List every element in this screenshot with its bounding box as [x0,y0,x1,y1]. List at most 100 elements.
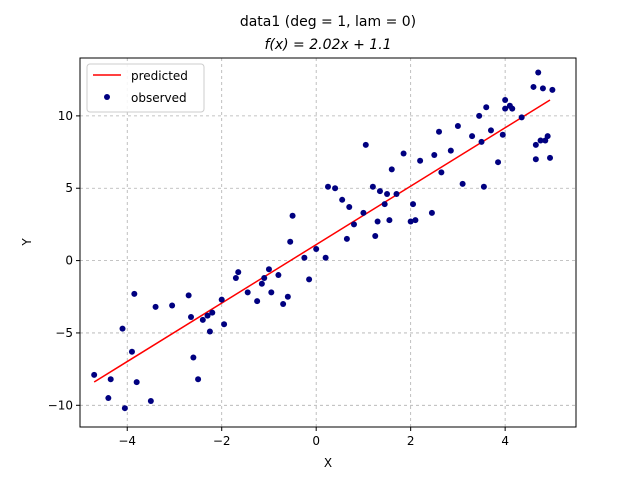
observed-point [495,159,502,166]
x-axis: −4 −2 0 2 4 [118,427,509,448]
x-tick-label: −2 [213,434,231,448]
observed-point [454,123,461,130]
observed-point [412,217,419,224]
y-tick-label: 10 [58,109,73,123]
observed-point [235,269,242,276]
observed-point [244,289,251,296]
observed-point [549,86,556,93]
observed-point [502,105,509,112]
observed-point [119,325,126,332]
y-tick-label: 5 [65,181,73,195]
legend-box [86,63,205,113]
observed-point [221,321,228,328]
observed-point [204,312,211,319]
plot-area [79,57,577,428]
observed-point [268,289,275,296]
observed-point [218,296,225,303]
x-tick-label: −4 [118,434,136,448]
observed-point [147,397,154,404]
observed-point [199,316,206,323]
observed-point [436,128,443,135]
observed-point [232,274,239,281]
observed-point [152,303,159,310]
observed-point [131,290,138,297]
observed-point [518,114,525,121]
observed-point [287,238,294,245]
observed-point [476,112,483,119]
observed-point [261,274,268,281]
observed-point [544,133,551,140]
observed-point [105,395,112,402]
observed-point [459,180,466,187]
observed-point [487,127,494,134]
legend-label-predicted: predicted [131,69,188,83]
observed-point [384,191,391,198]
observed-point [343,235,350,242]
observed-point [537,137,544,144]
observed-point [400,150,407,157]
observed-point [284,293,291,300]
observed-point [428,209,435,216]
observed-point [346,204,353,211]
observed-point [265,266,272,273]
observed-point [372,232,379,239]
x-tick-label: 2 [407,434,415,448]
observed-point [169,302,176,309]
observed-point [483,104,490,111]
observed-point [376,188,383,195]
observed-point [280,301,287,307]
observed-point [532,141,539,148]
observed-point [254,298,261,305]
observed-point [258,280,265,287]
legend-label-observed: observed [131,91,187,105]
x-axis-label: X [324,456,332,470]
observed-point [407,218,414,225]
observed-point [369,183,376,190]
observed-point [190,354,197,361]
observed-point [478,138,485,145]
observed-point [381,201,388,208]
y-tick-label: −10 [48,398,73,412]
observed-point [350,221,357,228]
legend: predicted observed [86,63,205,113]
observed-point [386,217,393,224]
observed-series [91,69,556,412]
chart-title: data1 (deg = 1, lam = 0) [240,14,416,30]
observed-point [339,196,346,203]
observed-point [209,309,216,316]
observed-point [360,209,367,216]
y-tick-label: 0 [65,254,73,268]
observed-point [289,212,296,219]
y-tick-label: −5 [55,326,73,340]
observed-point [410,201,417,208]
observed-point [275,272,282,279]
observed-point [480,183,487,190]
predicted-series [93,99,551,383]
observed-point [547,154,554,161]
observed-point [322,254,329,261]
observed-point [388,166,395,173]
observed-point [469,133,476,140]
x-tick-label: 4 [501,434,509,448]
observed-point [121,405,128,412]
observed-point [188,314,195,321]
observed-point [532,156,539,163]
observed-point [502,96,509,103]
observed-point [362,141,369,148]
observed-point [447,147,454,154]
legend-swatch-observed [104,94,110,100]
observed-point [438,169,445,176]
observed-point [185,292,192,299]
chart-subtitle: f(x) = 2.02x + 1.1 [264,37,391,53]
gridlines [80,58,576,427]
observed-point [107,376,114,383]
observed-point [417,157,424,164]
x-tick-label: 0 [312,434,320,448]
observed-point [313,246,320,253]
observed-point [393,191,400,198]
observed-point [301,254,308,261]
observed-point [535,69,542,76]
observed-point [539,85,546,92]
observed-point [499,131,506,138]
